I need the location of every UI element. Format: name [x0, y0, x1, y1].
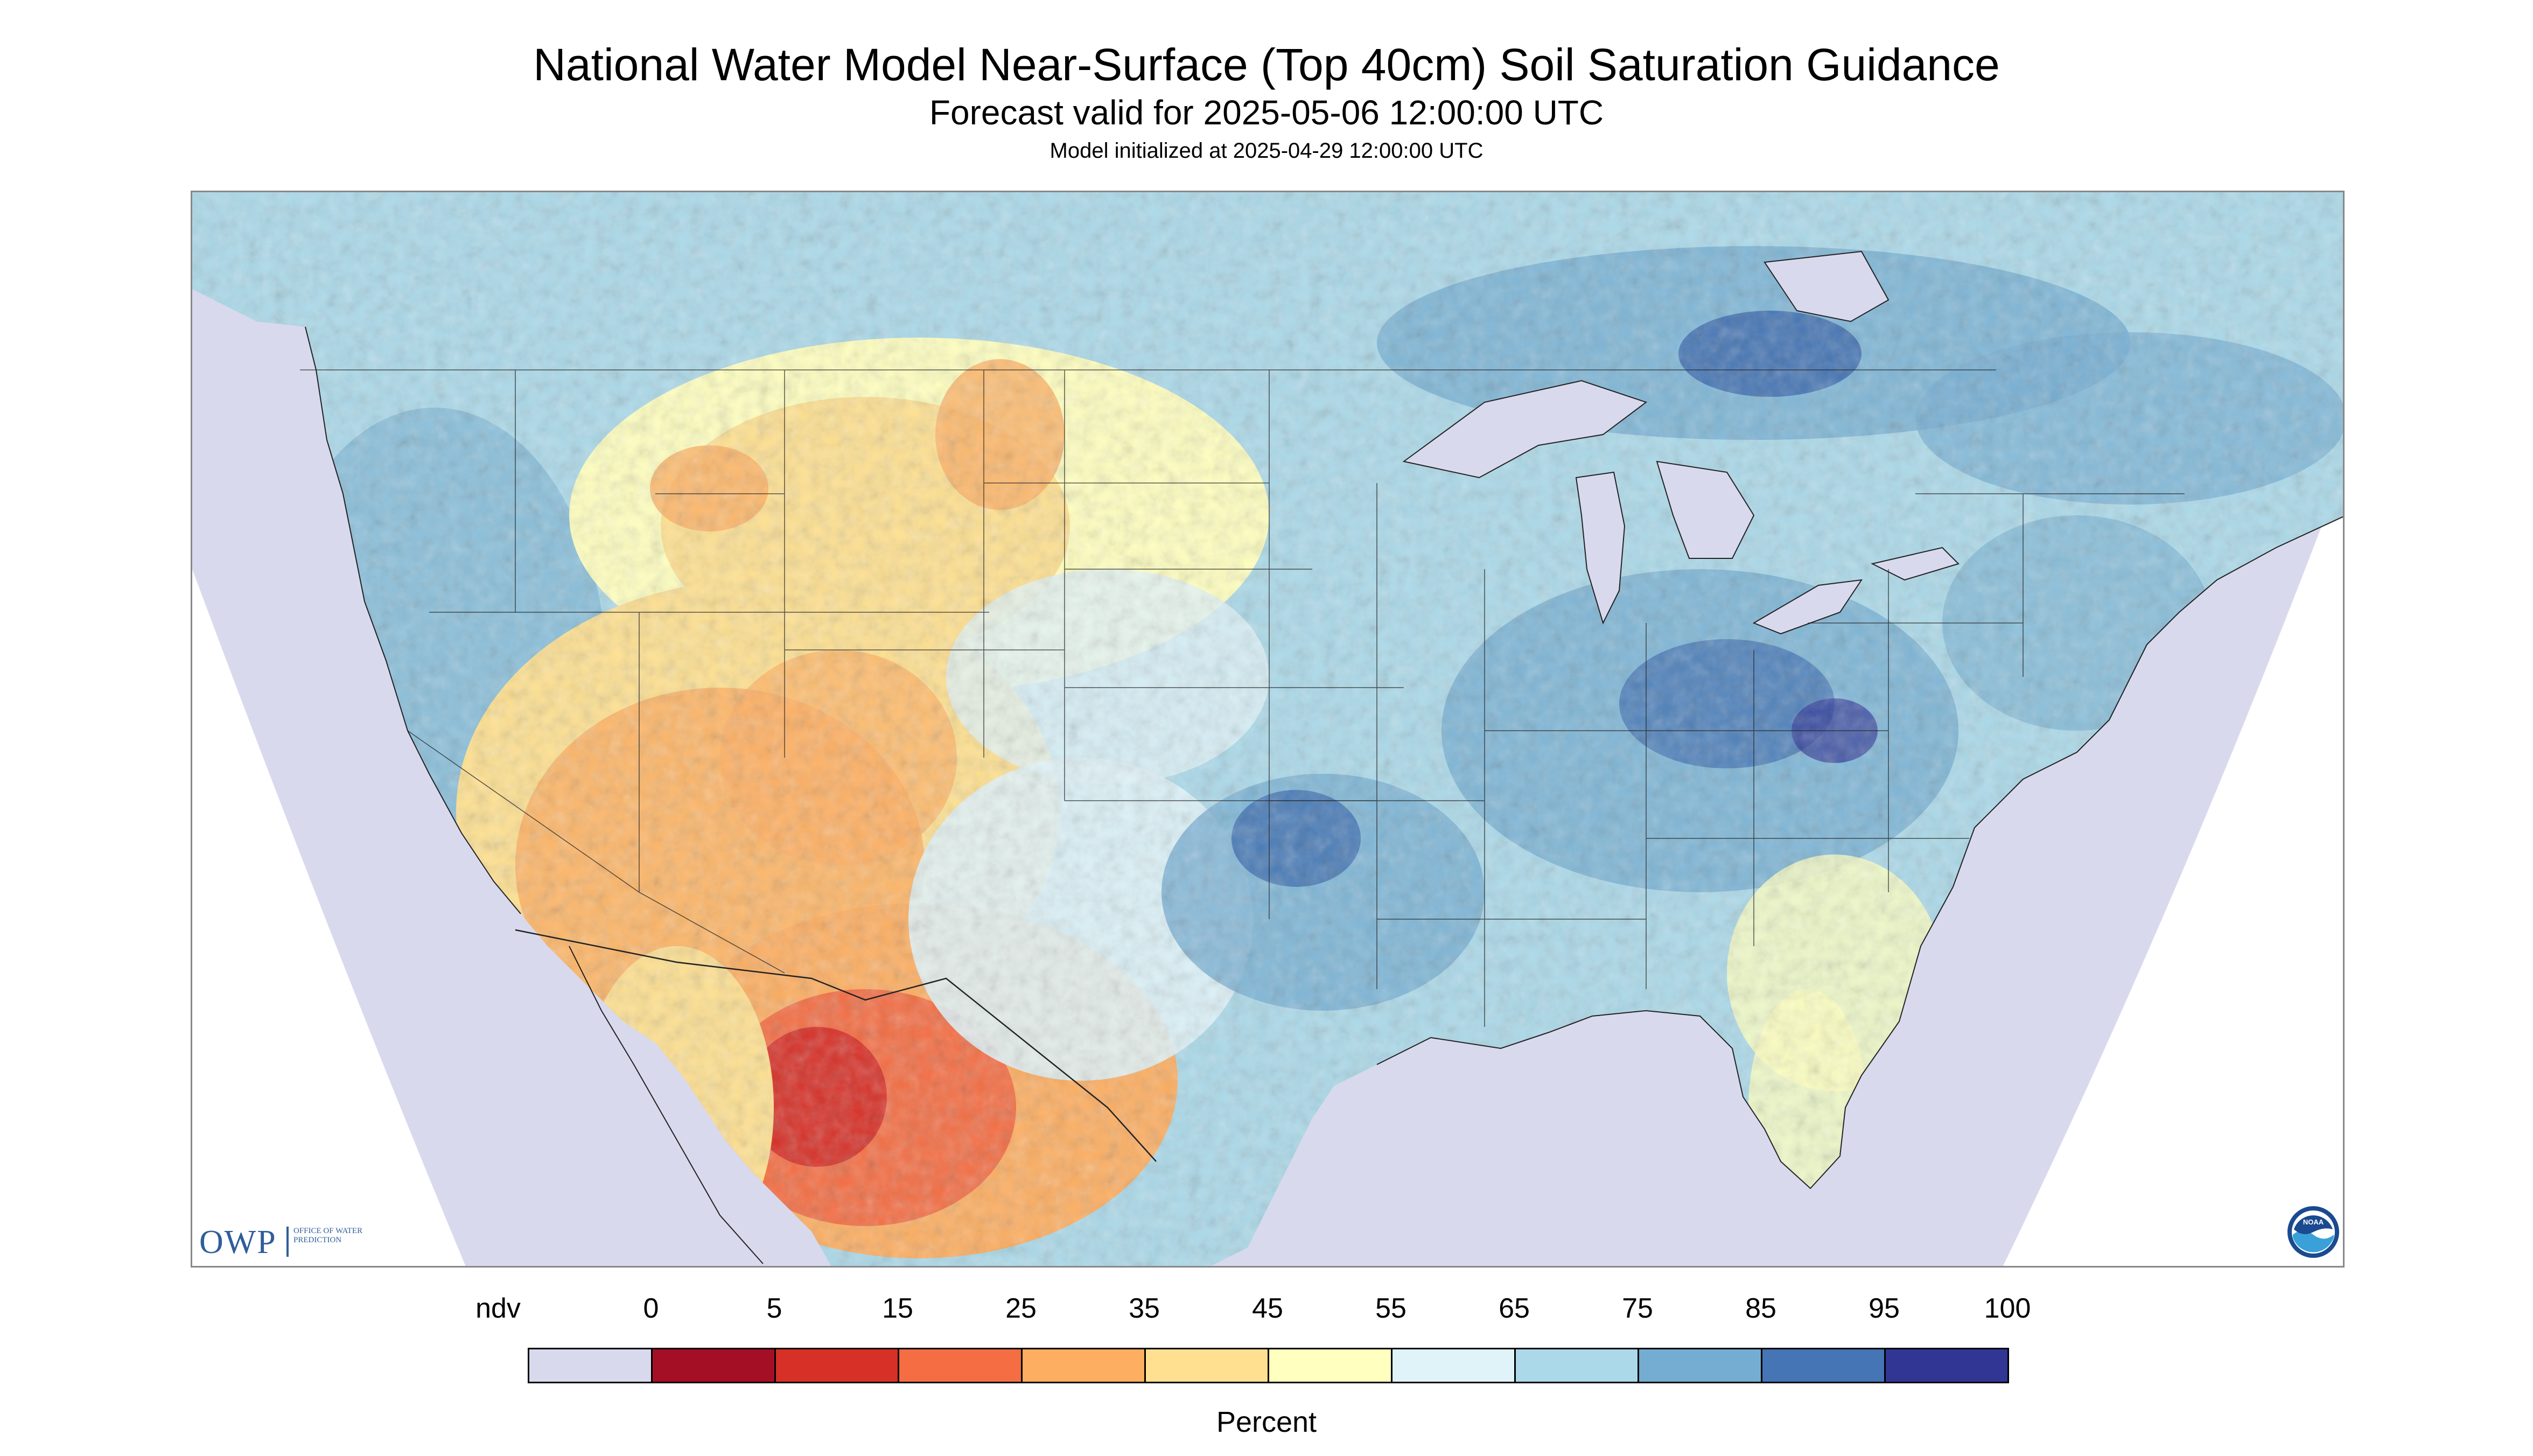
owp-logo-text: OFFICE OF WATER PREDICTION	[293, 1227, 363, 1244]
colorbar-cell	[1268, 1348, 1393, 1383]
lake-erie	[1752, 579, 1863, 635]
outside-projection-left	[192, 569, 466, 1266]
hudson-bay-edge	[1764, 250, 1890, 323]
colorbar-cell	[1638, 1348, 1762, 1383]
colorbar-legend: ndv 0 5 15 25 35 45 55 65 75 85 95 100 Percent	[0, 1292, 2533, 1454]
soil-saturation-map	[191, 191, 2345, 1268]
colorbar-cell	[1761, 1348, 1886, 1383]
state-boundaries	[300, 369, 2185, 1027]
map-subtitle: Forecast valid for 2025-05-06 12:00:00 U…	[929, 93, 1604, 132]
colorbar-tick: 55	[1375, 1293, 1407, 1324]
noaa-logo-wave	[2293, 1230, 2334, 1252]
owp-logo-mark: OWP	[199, 1224, 277, 1261]
colorbar-tick: 45	[1252, 1293, 1283, 1324]
great-lakes	[1402, 250, 1960, 635]
colorbar-tick: 0	[643, 1293, 659, 1324]
colorbar-tick: 35	[1129, 1293, 1160, 1324]
baja-coastline	[569, 946, 764, 1264]
colorbar-cell	[1391, 1348, 1516, 1383]
map-canvas	[192, 192, 2343, 1266]
colorbar-cell	[774, 1348, 899, 1383]
lake-michigan	[1575, 471, 1626, 625]
colorbar-cell	[651, 1348, 776, 1383]
lake-superior	[1402, 380, 1648, 479]
noaa-logo-top	[2294, 1215, 2333, 1234]
colorbar-cell	[1021, 1348, 1146, 1383]
lake-ontario	[1871, 547, 1960, 581]
colorbar-tick: 100	[1984, 1293, 2031, 1324]
map-title: National Water Model Near-Surface (Top 4…	[533, 39, 2000, 90]
colorbar-cell	[528, 1348, 653, 1383]
noaa-logo-text: NOAA	[2303, 1218, 2324, 1226]
us-mexico-border	[515, 929, 1157, 1162]
colorbar-tick: 5	[766, 1293, 782, 1324]
colorbar-cell	[1514, 1348, 1639, 1383]
outside-projection-right	[2003, 470, 2343, 1266]
noaa-logo: NOAA	[2286, 1205, 2340, 1259]
colorbar-tick: 85	[1745, 1293, 1776, 1324]
colorbar-cell	[1884, 1348, 2009, 1383]
model-init-text: Model initialized at 2025-04-29 12:00:00…	[1049, 139, 1484, 163]
colorbar-tick: ndv	[475, 1293, 521, 1324]
gulf-atlantic-coastline	[1376, 516, 2343, 1189]
colorbar-tick: 65	[1499, 1293, 1530, 1324]
colorbar-tick: 75	[1622, 1293, 1653, 1324]
colorbar-cell	[898, 1348, 1023, 1383]
colorbar-tick: 15	[882, 1293, 913, 1324]
lake-huron	[1656, 460, 1755, 559]
colorbar-label: Percent	[1216, 1406, 1317, 1438]
pacific-coastline	[305, 326, 521, 914]
colorbar-cell	[1144, 1348, 1269, 1383]
colorbar-tick: 95	[1869, 1293, 1900, 1324]
colorbar-tick: 25	[1005, 1293, 1037, 1324]
owp-logo: OWP OFFICE OF WATER PREDICTION	[199, 1223, 377, 1261]
owp-logo-divider	[286, 1227, 289, 1257]
